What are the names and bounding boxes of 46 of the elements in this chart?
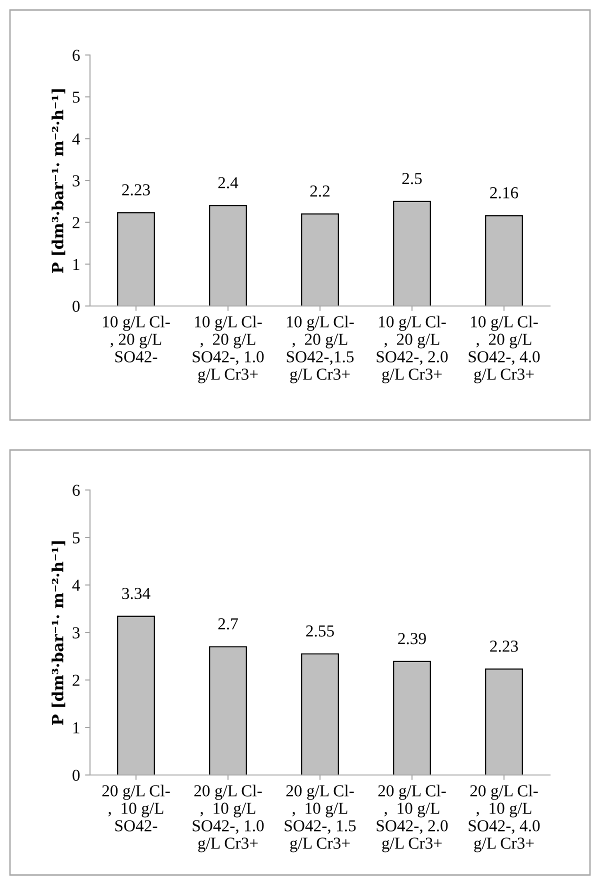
y-tick-label: 3 bbox=[72, 627, 80, 638]
data-label: 2.16 bbox=[490, 187, 518, 198]
y-tick-label: 2 bbox=[72, 674, 80, 686]
bar bbox=[209, 646, 247, 775]
bar bbox=[393, 200, 431, 306]
x-tick-label: 10 g/L Cl- , 20 g/L SO42-,1.5 g/L Cr3+ bbox=[286, 316, 354, 384]
x-tick-label: 20 g/L Cl- , 10 g/L SO42-, 1.0 g/L Cr3+ bbox=[192, 784, 264, 852]
data-label: 2.4 bbox=[218, 177, 238, 188]
y-tick-label: 2 bbox=[72, 217, 80, 228]
data-label: 3.34 bbox=[122, 588, 150, 600]
x-tick-label: 10 g/L Cl- , 20 g/L SO42- bbox=[103, 316, 170, 362]
data-label: 2.2 bbox=[310, 185, 330, 197]
y-axis-title: P [dm³·bar⁻¹· m⁻²·h⁻¹] bbox=[52, 541, 66, 725]
x-tick-label: 20 g/L Cl- , 10 g/L SO42-, 4.0 g/L Cr3+ bbox=[468, 784, 540, 852]
y-tick-label: 3 bbox=[72, 175, 80, 186]
y-tick-label: 1 bbox=[73, 258, 80, 270]
y-tick-label: 4 bbox=[72, 580, 80, 591]
bar bbox=[301, 653, 339, 775]
y-tick-label: 0 bbox=[72, 300, 80, 312]
y-tick-label: 5 bbox=[72, 92, 80, 103]
data-label: 2.23 bbox=[490, 640, 518, 652]
x-tick-label: 20 g/L Cl- , 10 g/L SO42- bbox=[102, 784, 170, 832]
bar bbox=[301, 213, 339, 306]
y-tick-label: 5 bbox=[72, 532, 80, 544]
x-tick-label: 10 g/L Cl- , 20 g/L SO42-, 2.0 g/L Cr3+ bbox=[376, 316, 448, 384]
data-label: 2.39 bbox=[398, 633, 426, 644]
y-tick-label: 6 bbox=[72, 50, 80, 61]
data-label: 2.7 bbox=[218, 618, 238, 630]
data-label: 2.23 bbox=[122, 184, 150, 196]
y-axis-title: P [dm³·bar⁻¹· m⁻²·h⁻¹] bbox=[52, 89, 66, 273]
x-tick-label: 10 g/L Cl- , 20 g/L SO42-, 4.0 g/L Cr3+ bbox=[468, 316, 540, 384]
data-label: 2.55 bbox=[306, 625, 334, 637]
bar bbox=[209, 205, 247, 306]
y-tick-label: 0 bbox=[72, 770, 80, 781]
bar bbox=[485, 668, 523, 775]
bar bbox=[117, 616, 155, 775]
bar bbox=[485, 215, 523, 306]
data-label: 2.5 bbox=[402, 172, 422, 184]
y-tick-label: 6 bbox=[72, 484, 80, 496]
bar bbox=[117, 212, 155, 306]
y-tick-label: 4 bbox=[72, 133, 80, 144]
x-tick-label: 10 g/L Cl- , 20 g/L SO42-, 1.0 g/L Cr3+ bbox=[192, 316, 264, 384]
y-tick-label: 1 bbox=[73, 722, 80, 734]
bar bbox=[393, 660, 431, 775]
x-tick-label: 20 g/L Cl- , 10 g/L SO42-, 1.5 g/L Cr3+ bbox=[284, 784, 356, 852]
x-tick-label: 20 g/L Cl- , 10 g/L SO42-, 2.0 g/L Cr3+ bbox=[376, 784, 448, 852]
